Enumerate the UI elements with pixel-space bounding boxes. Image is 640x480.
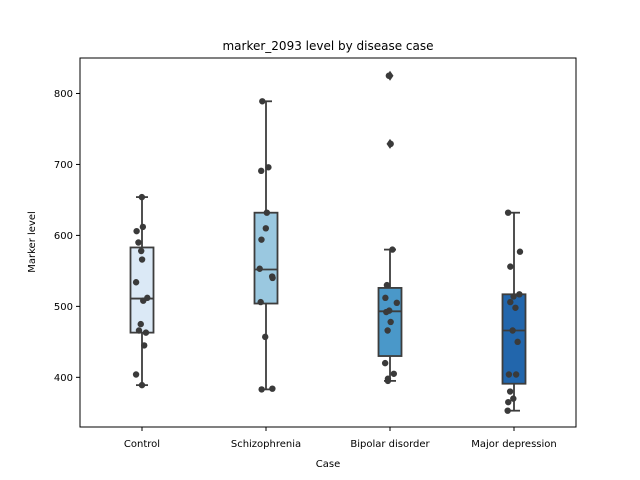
data-point [512, 304, 519, 311]
x-tick-label: Control [124, 439, 160, 450]
data-point [504, 407, 511, 414]
box-iqr [129, 246, 155, 334]
swarm-group-3 [504, 209, 524, 414]
swarm-group-0 [132, 193, 151, 389]
swarm-group-1 [256, 98, 276, 393]
data-point [257, 298, 264, 306]
data-point [269, 385, 276, 392]
data-point [505, 398, 512, 406]
data-point [507, 263, 514, 270]
data-point [516, 248, 524, 255]
swarm-group-2 [381, 72, 400, 385]
data-point [141, 342, 148, 349]
axes-frame [79, 57, 577, 428]
data-point [258, 236, 265, 243]
data-point [393, 299, 400, 307]
data-point [510, 293, 517, 300]
data-point [135, 327, 143, 334]
data-point [390, 370, 398, 377]
data-point [265, 164, 272, 171]
data-point [504, 209, 512, 216]
data-point [389, 246, 396, 253]
data-point [383, 281, 391, 289]
data-point [505, 371, 513, 378]
y-tick-label: 400 [54, 373, 73, 384]
data-point [138, 247, 145, 255]
data-point [259, 98, 266, 105]
data-point [381, 359, 389, 367]
x-tick-label: Schizophrenia [231, 439, 301, 450]
data-point [384, 377, 392, 385]
data-point [138, 193, 146, 201]
data-point [506, 388, 514, 395]
data-point [142, 329, 150, 336]
y-axis-label: Marker level [27, 211, 38, 273]
chart-title: marker_2093 level by disease case [222, 39, 433, 53]
data-point [387, 318, 394, 326]
data-point [516, 291, 523, 298]
data-point [135, 239, 142, 246]
data-point [258, 386, 265, 393]
data-point [262, 225, 270, 232]
data-point [138, 381, 146, 389]
data-point [262, 333, 269, 341]
data-point [263, 209, 271, 216]
data-point [383, 308, 390, 316]
x-tick-label: Bipolar disorder [350, 439, 430, 450]
data-point [137, 320, 144, 328]
data-point [510, 395, 517, 402]
data-point [385, 72, 393, 79]
data-point [269, 274, 276, 282]
box-group-0 [129, 196, 155, 387]
data-point [512, 371, 520, 378]
data-point [507, 298, 514, 306]
data-point [258, 167, 265, 175]
data-point [140, 297, 147, 304]
plot-area [129, 70, 527, 414]
data-point [509, 327, 516, 334]
y-tick-label: 500 [54, 302, 73, 313]
y-tick-label: 600 [54, 231, 73, 242]
x-axis-label: Case [316, 459, 340, 470]
y-tick-label: 800 [54, 89, 73, 100]
data-point [384, 327, 391, 334]
data-point [132, 371, 140, 378]
axes: 400 500 600 700 800 Control Schizophrenia Bipol… [54, 57, 577, 450]
data-point [138, 256, 146, 263]
data-point [387, 140, 394, 148]
y-tick-label: 700 [54, 160, 73, 171]
data-point [132, 279, 140, 286]
data-point [382, 294, 389, 302]
data-point [514, 338, 521, 346]
data-point [256, 265, 263, 272]
data-point [133, 227, 140, 235]
x-tick-label: Major depression [471, 439, 557, 450]
data-point [139, 223, 147, 231]
